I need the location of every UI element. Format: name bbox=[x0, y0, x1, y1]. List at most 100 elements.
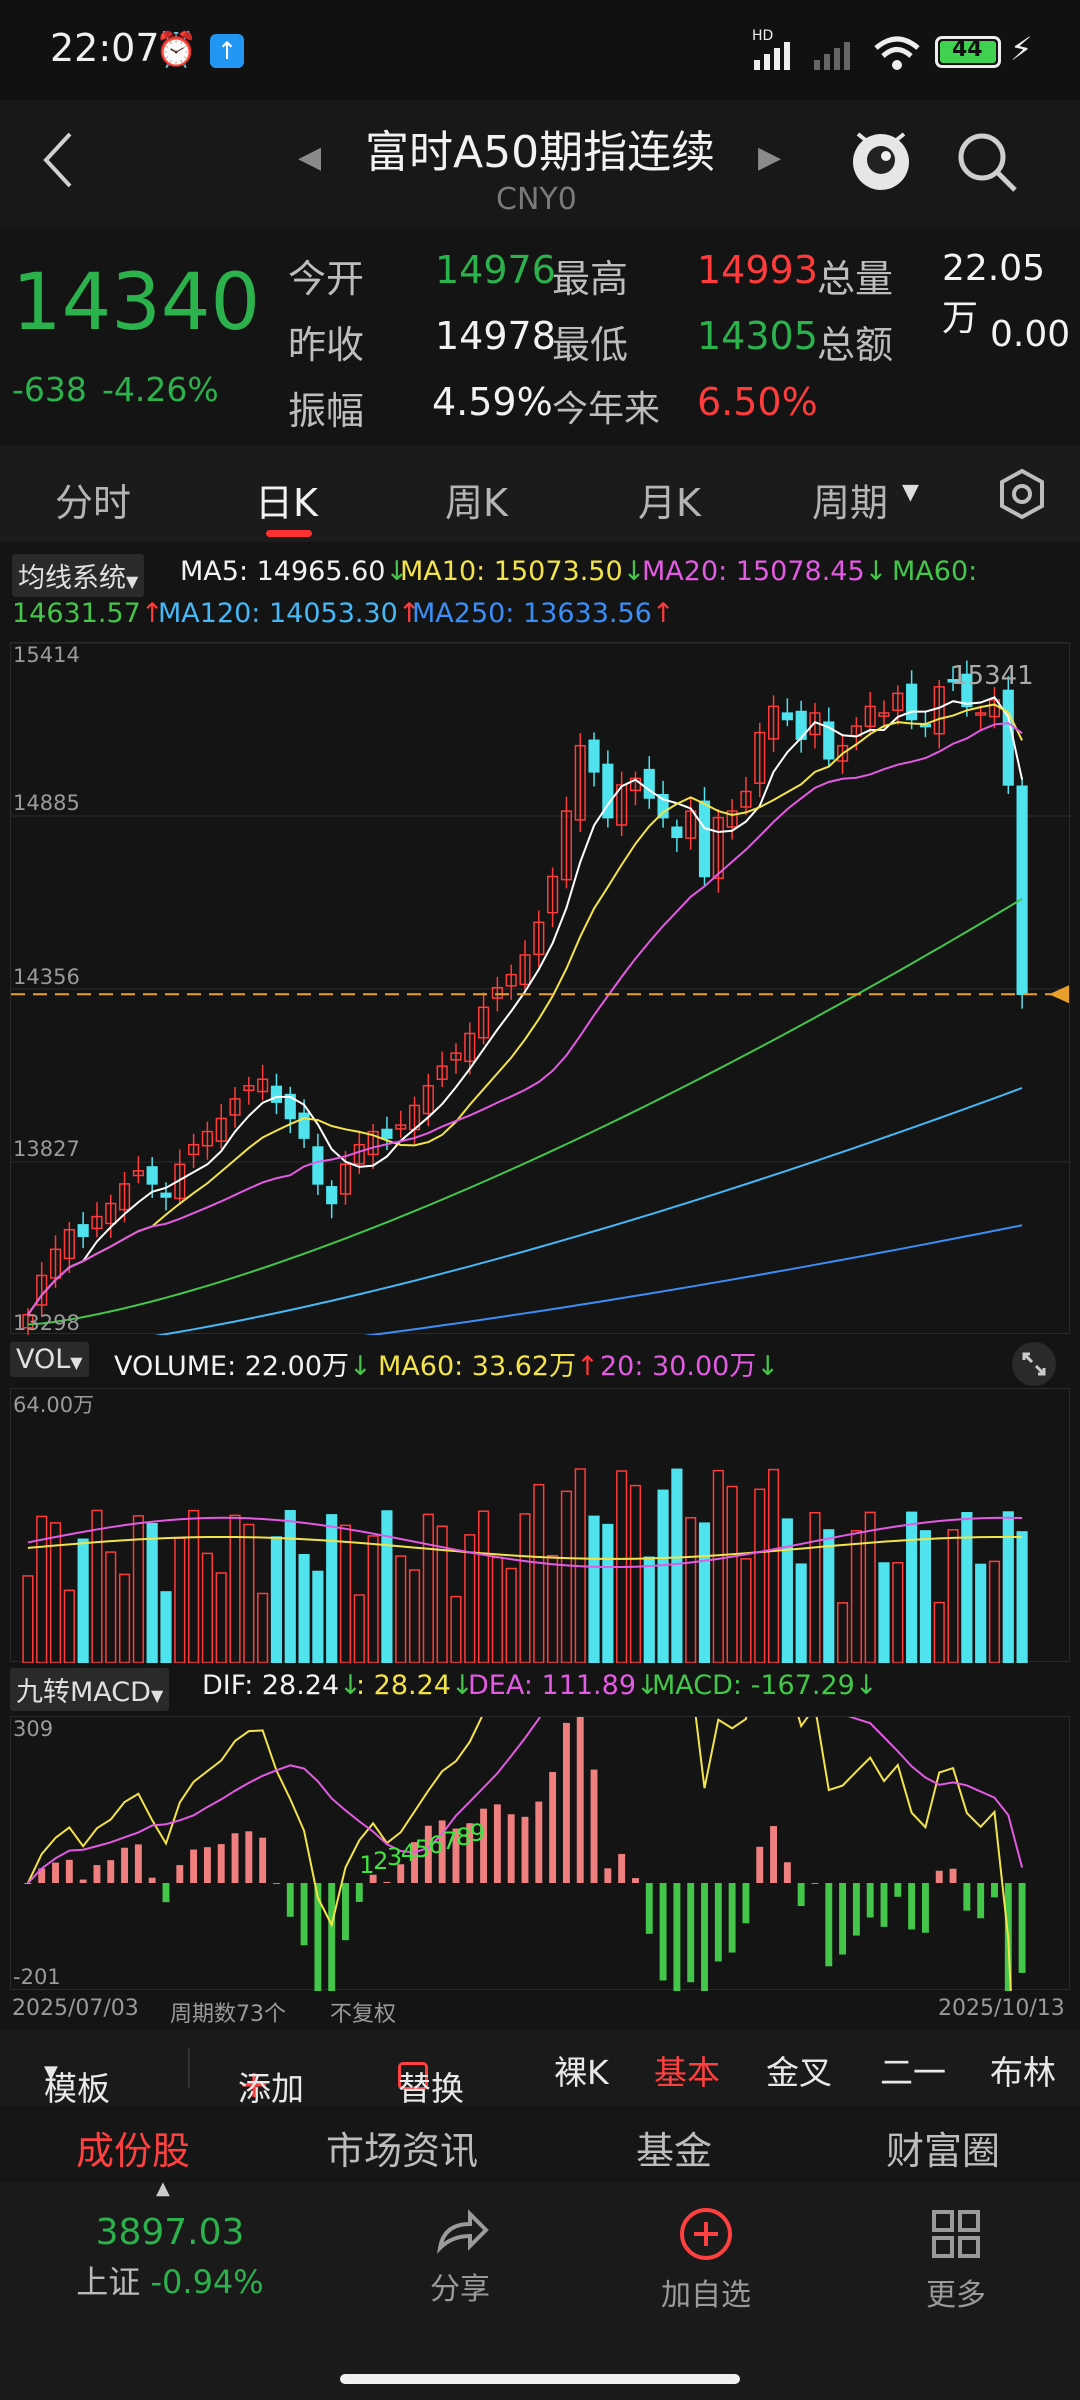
golden-cross-button[interactable]: 金叉 bbox=[766, 2053, 832, 2092]
candle bbox=[602, 763, 614, 819]
candle bbox=[906, 683, 918, 721]
candle bbox=[837, 744, 849, 762]
vol-ma20-value: 20: 30.00万↓ bbox=[600, 1351, 779, 1382]
info-tabs: 成份股 市场资讯 基金 财富圈 bbox=[0, 2106, 1080, 2182]
ma10-line bbox=[27, 703, 1023, 1316]
low-value: 14305 bbox=[697, 314, 818, 358]
tab-wealth-circle[interactable]: 财富圈 bbox=[886, 2129, 1001, 2173]
volume-bar bbox=[878, 1562, 890, 1663]
volume-bar bbox=[450, 1595, 462, 1663]
macd-indicator-button[interactable]: 九转MACD▼ bbox=[10, 1668, 170, 1711]
macd-bar bbox=[397, 1864, 405, 1884]
macd-bar bbox=[273, 1883, 280, 1885]
macd-bar bbox=[507, 1814, 515, 1884]
macd-bar bbox=[79, 1879, 87, 1884]
macd-bar bbox=[645, 1883, 653, 1934]
ma120-line bbox=[154, 1087, 1023, 1335]
macd-bar bbox=[314, 1883, 322, 1991]
volume-bar bbox=[464, 1534, 476, 1663]
volume-chart[interactable]: 64.00万 bbox=[10, 1388, 1070, 1663]
signal-2-icon bbox=[814, 42, 850, 70]
candle bbox=[961, 673, 973, 708]
macd-bar bbox=[632, 1878, 639, 1884]
prev-contract-icon[interactable]: ◀ bbox=[298, 140, 322, 175]
macd-bar bbox=[300, 1883, 308, 1946]
macd-bar bbox=[742, 1883, 750, 1924]
tab-period[interactable]: 周期 bbox=[812, 481, 889, 525]
volume-bar bbox=[685, 1516, 697, 1663]
adjust-mode: 不复权 bbox=[330, 2002, 397, 2027]
volume-bar bbox=[257, 1592, 269, 1663]
add-watchlist-button[interactable]: 加自选 bbox=[646, 2206, 766, 2314]
macd-bar bbox=[783, 1862, 791, 1884]
settings-icon[interactable] bbox=[996, 468, 1048, 520]
volume-bar bbox=[270, 1536, 283, 1663]
search-icon[interactable] bbox=[955, 130, 1019, 194]
price-change-pct: -4.26% bbox=[102, 370, 219, 409]
more-button[interactable]: 更多 bbox=[896, 2206, 1016, 2314]
candle bbox=[91, 1215, 103, 1230]
tab-intraday[interactable]: 分时 bbox=[55, 481, 132, 525]
tab-market-news[interactable]: 市场资讯 bbox=[326, 2129, 479, 2173]
price-axis-3: 14356 bbox=[13, 965, 80, 989]
tab-weekly-k[interactable]: 周K bbox=[445, 481, 508, 525]
candle bbox=[712, 816, 724, 879]
macd-bar bbox=[259, 1837, 267, 1884]
quote-panel: 14340 -638 -4.26% 今开 14976 最高 14993 总量 2… bbox=[0, 228, 1080, 446]
volume-bar bbox=[298, 1553, 310, 1663]
twenty-one-button[interactable]: 二一 bbox=[880, 2053, 946, 2092]
macd-legend: 九转MACD▼ DIF: 28.24↓ : 28.24↓ DEA: 111.89… bbox=[10, 1668, 1070, 1712]
kline-chart[interactable]: 15414 14885 14356 13827 13298 15341 bbox=[10, 642, 1071, 1335]
bollinger-button[interactable]: 布林 bbox=[990, 2053, 1056, 2092]
volume-bar bbox=[850, 1530, 862, 1663]
volume-bar bbox=[588, 1515, 600, 1663]
expand-up-icon[interactable]: ▲ bbox=[156, 2178, 170, 2199]
candle bbox=[1016, 785, 1028, 995]
tab-daily-k[interactable]: 日K bbox=[255, 481, 318, 525]
back-icon[interactable] bbox=[38, 130, 78, 190]
share-button[interactable]: 分享 bbox=[400, 2206, 520, 2308]
basic-button[interactable]: 基本 bbox=[654, 2053, 720, 2092]
volume-bar bbox=[988, 1560, 1001, 1663]
dea-line bbox=[27, 1717, 1024, 1884]
macd-bar bbox=[466, 1823, 474, 1884]
volume-bar bbox=[188, 1509, 200, 1663]
index-ticker[interactable]: 3897.03 上证 -0.94% bbox=[60, 2212, 280, 2303]
candle bbox=[243, 1085, 255, 1092]
page-title: 富时A50期指连续 bbox=[365, 127, 716, 178]
volume-bar bbox=[422, 1513, 434, 1663]
vol-indicator-button[interactable]: VOL▼ bbox=[10, 1342, 89, 1377]
divider bbox=[188, 2048, 190, 2088]
robot-assistant-icon[interactable] bbox=[848, 126, 914, 196]
macd-bar bbox=[107, 1860, 115, 1884]
candle bbox=[671, 826, 683, 839]
ma-system-button[interactable]: 均线系统▼ bbox=[12, 554, 145, 597]
macd-bar bbox=[714, 1883, 722, 1962]
next-contract-icon[interactable]: ▶ bbox=[758, 140, 782, 175]
start-date: 2025/07/03 bbox=[12, 1996, 139, 2021]
volume-bar bbox=[740, 1558, 752, 1663]
volume-bar bbox=[975, 1563, 987, 1663]
candle bbox=[491, 986, 503, 999]
macd-bar bbox=[355, 1883, 363, 1902]
candle bbox=[643, 768, 655, 799]
volume-bar bbox=[767, 1468, 780, 1663]
tab-constituents[interactable]: 成份股 bbox=[76, 2129, 191, 2173]
tab-funds[interactable]: 基金 bbox=[636, 2129, 713, 2173]
candle bbox=[754, 731, 766, 784]
replace-icon bbox=[398, 2062, 428, 2090]
volume-bar bbox=[892, 1562, 904, 1663]
dropdown-icon: ▼ bbox=[44, 2062, 58, 2083]
macd-bar bbox=[286, 1883, 294, 1917]
naked-k-button[interactable]: 裸K bbox=[554, 2053, 609, 2092]
macd-bar bbox=[52, 1862, 59, 1884]
expand-icon[interactable] bbox=[1010, 1340, 1058, 1388]
candle bbox=[63, 1228, 75, 1260]
volume-bar bbox=[795, 1563, 807, 1663]
tab-monthly-k[interactable]: 月K bbox=[638, 481, 701, 525]
macd-bar bbox=[825, 1883, 833, 1967]
macd-bar bbox=[797, 1883, 805, 1907]
candle bbox=[726, 810, 738, 828]
candle bbox=[146, 1166, 158, 1185]
